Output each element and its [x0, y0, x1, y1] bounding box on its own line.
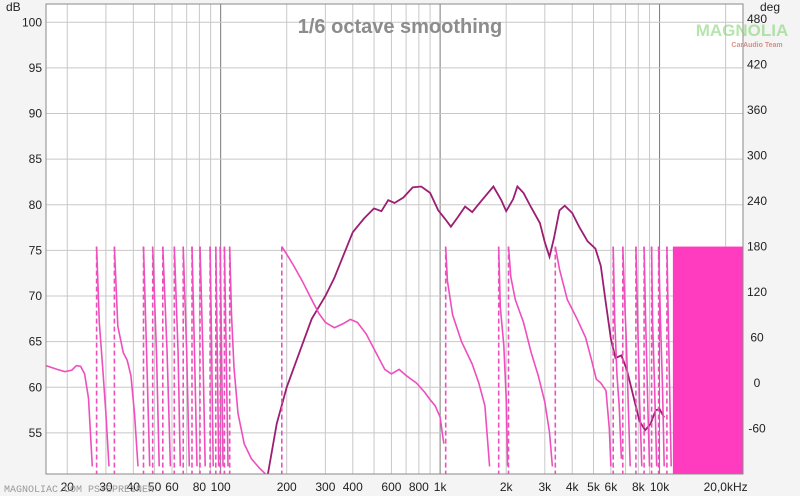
y-left-unit: dB — [6, 0, 21, 14]
x-tick-label: 800 — [409, 480, 429, 494]
y-right-tick-label: 180 — [747, 240, 767, 254]
chart-title: 1/6 octave smoothing — [298, 16, 503, 38]
source-watermark: MAGNOLIAC.COM PSYSPREINEN — [4, 485, 154, 496]
y-left-tick-label: 85 — [29, 152, 43, 166]
y-left-tick-label: 60 — [29, 380, 43, 394]
tick-labels: 20 30 40 50 60 80 100 200 300 400 600 800 1k 2k 3k 4k 5k… — [22, 12, 767, 494]
x-tick-label: 100 — [211, 480, 231, 494]
phase-line — [281, 246, 445, 444]
phase-line — [209, 246, 214, 467]
x-tick-label: 5k — [587, 480, 601, 494]
y-right-tick-label: 300 — [747, 149, 767, 163]
phase-line — [444, 246, 491, 467]
x-tick-label: 200 — [277, 480, 297, 494]
phase-line — [650, 246, 658, 467]
y-right-tick-label: 0 — [754, 376, 761, 390]
grid — [46, 4, 743, 474]
x-tick-label: 8k — [632, 480, 646, 494]
x-tick-label: 400 — [343, 480, 363, 494]
phase-line — [612, 246, 623, 459]
x-tick-label: 20 — [61, 480, 75, 494]
phase-line — [223, 246, 229, 467]
phase-line — [507, 246, 554, 467]
y-right-tick-label: 360 — [747, 103, 767, 117]
phase-line — [554, 246, 612, 467]
phase-line — [162, 246, 172, 467]
phase-line — [228, 246, 267, 474]
x-tick-label: 4k — [566, 480, 580, 494]
phase-line — [635, 246, 643, 467]
phase-line — [666, 246, 672, 467]
phase-line — [657, 246, 665, 467]
x-tick-label: 300 — [315, 480, 335, 494]
phase-line — [142, 246, 151, 467]
y-left-tick-label: 75 — [29, 243, 43, 257]
phase-line — [219, 246, 224, 467]
phase-line — [497, 246, 509, 467]
phase-line — [199, 246, 206, 467]
phase-line — [643, 246, 651, 467]
phase-line — [215, 246, 220, 467]
y-right-unit: deg — [760, 0, 780, 14]
y-left-tick-label: 80 — [29, 198, 43, 212]
x-tick-label: 50 — [148, 480, 162, 494]
phase-line — [191, 246, 198, 467]
phase-line — [95, 246, 110, 467]
phase-line — [622, 246, 631, 467]
y-right-tick-label: 240 — [747, 194, 767, 208]
y-left-tick-label: 65 — [29, 335, 43, 349]
phase-fill-layer — [672, 246, 743, 474]
series-layer — [46, 184, 672, 474]
watermark-logo: MAGNOLIA — [696, 21, 789, 40]
x-tick-label: 2k — [500, 480, 514, 494]
x-tick-label: 60 — [165, 480, 179, 494]
x-tick-label: 3k — [538, 480, 552, 494]
phase-line — [173, 246, 182, 467]
plot-background — [46, 4, 743, 474]
y-right-tick-label: 420 — [747, 58, 767, 72]
y-right-tick-label: 480 — [747, 12, 767, 26]
x-tick-label: 6k — [605, 480, 619, 494]
phase-line — [151, 246, 160, 467]
phase-line — [182, 246, 191, 467]
y-right-tick-label: 60 — [750, 331, 764, 345]
x-tick-label: 80 — [193, 480, 207, 494]
y-left-tick-label: 90 — [29, 107, 43, 121]
x-tick-label: 30 — [99, 480, 113, 494]
y-left-tick-label: 95 — [29, 61, 43, 75]
plot-frame — [45, 3, 744, 475]
x-tick-label: 1k — [434, 480, 448, 494]
magnolia-watermark: MAGNOLIA CarAudio Team — [696, 21, 789, 49]
x-tick-label: 10k — [650, 480, 670, 494]
y-left-tick-label: 100 — [22, 15, 42, 29]
phase-line — [46, 364, 94, 467]
x-tick-label: 20,0kHz — [704, 480, 748, 494]
y-right-tick-label: -60 — [748, 422, 766, 436]
y-left-tick-label: 55 — [29, 426, 43, 440]
phase-line — [113, 246, 139, 467]
phase-fill-block — [672, 246, 743, 474]
y-left-tick-label: 70 — [29, 289, 43, 303]
y-right-tick-label: 120 — [747, 285, 767, 299]
x-tick-label: 40 — [127, 480, 141, 494]
watermark-tagline: CarAudio Team — [731, 42, 782, 49]
x-tick-label: 600 — [381, 480, 401, 494]
